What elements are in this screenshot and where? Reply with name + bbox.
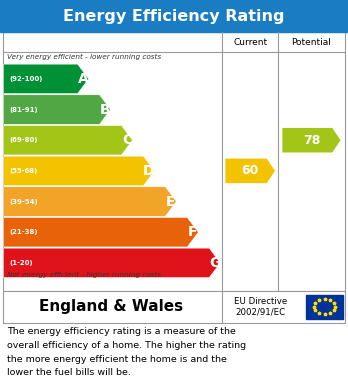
- Text: Current: Current: [233, 38, 267, 47]
- Text: (55-68): (55-68): [10, 168, 38, 174]
- Polygon shape: [3, 187, 176, 216]
- Text: Not energy efficient - higher running costs: Not energy efficient - higher running co…: [7, 272, 161, 278]
- Text: Very energy efficient - lower running costs: Very energy efficient - lower running co…: [7, 54, 161, 60]
- Text: overall efficiency of a home. The higher the rating: overall efficiency of a home. The higher…: [7, 341, 246, 350]
- Text: A: A: [78, 72, 88, 86]
- Polygon shape: [3, 248, 220, 278]
- Polygon shape: [3, 95, 111, 124]
- Text: E: E: [166, 195, 176, 208]
- Text: (21-38): (21-38): [10, 229, 38, 235]
- Text: Energy Efficiency Rating: Energy Efficiency Rating: [63, 9, 285, 23]
- Text: 60: 60: [242, 164, 259, 178]
- Text: F: F: [188, 225, 198, 239]
- Bar: [0, 0, 348, 32]
- Text: B: B: [100, 102, 110, 117]
- Text: The energy efficiency rating is a measure of the: The energy efficiency rating is a measur…: [7, 327, 236, 336]
- Text: (69-80): (69-80): [10, 137, 38, 143]
- Polygon shape: [3, 156, 155, 186]
- Text: (39-54): (39-54): [10, 199, 38, 204]
- Polygon shape: [3, 64, 89, 93]
- Polygon shape: [282, 128, 341, 152]
- Polygon shape: [3, 126, 133, 155]
- Text: (81-91): (81-91): [10, 106, 38, 113]
- Bar: [3, 32, 345, 291]
- Polygon shape: [3, 217, 198, 247]
- Bar: [3, 291, 345, 323]
- Text: 78: 78: [303, 134, 320, 147]
- Text: D: D: [143, 164, 155, 178]
- Text: (92-100): (92-100): [10, 76, 43, 82]
- Bar: [306, 294, 343, 319]
- Text: G: G: [209, 256, 221, 270]
- Text: the more energy efficient the home is and the: the more energy efficient the home is an…: [7, 355, 227, 364]
- Text: C: C: [122, 133, 132, 147]
- Text: EU Directive
2002/91/EC: EU Directive 2002/91/EC: [234, 297, 287, 316]
- Text: (1-20): (1-20): [10, 260, 33, 266]
- Polygon shape: [226, 159, 275, 183]
- Text: lower the fuel bills will be.: lower the fuel bills will be.: [7, 368, 131, 377]
- Text: England & Wales: England & Wales: [39, 299, 183, 314]
- Text: Potential: Potential: [292, 38, 331, 47]
